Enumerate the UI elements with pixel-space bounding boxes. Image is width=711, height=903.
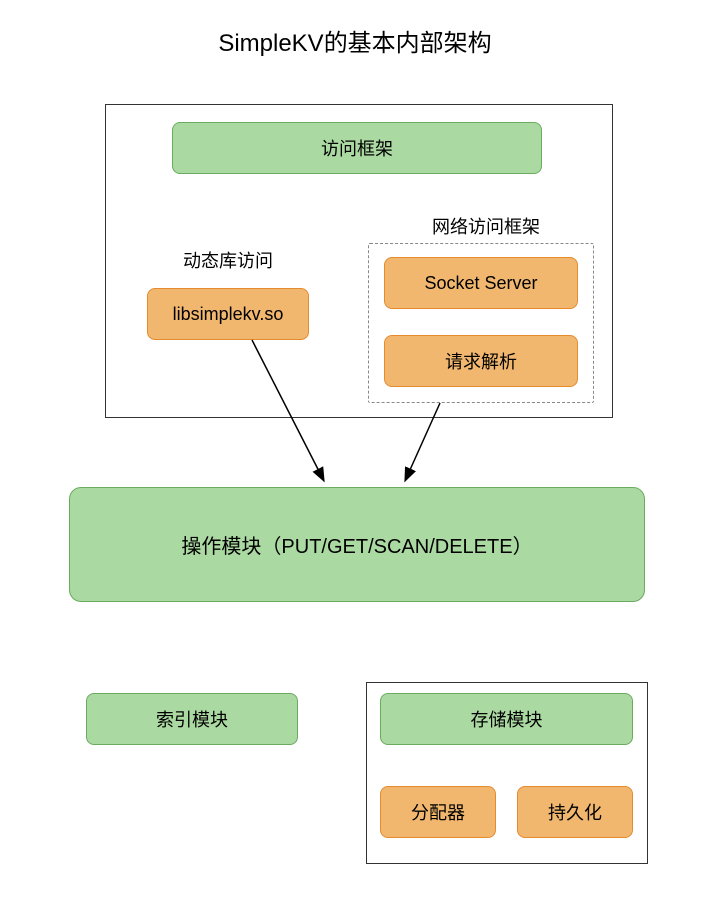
dynamic-lib-label: 动态库访问 (148, 245, 308, 275)
libsimplekv-node: libsimplekv.so (147, 288, 309, 340)
request-parse-node: 请求解析 (384, 335, 578, 387)
storage-module-node: 存储模块 (380, 693, 633, 745)
operation-module-node: 操作模块（PUT/GET/SCAN/DELETE） (69, 487, 645, 602)
network-access-label: 网络访问框架 (386, 211, 586, 241)
socket-server-node: Socket Server (384, 257, 578, 309)
access-framework-node: 访问框架 (172, 122, 542, 174)
diagram-title: SimpleKV的基本内部架构 (180, 20, 530, 60)
index-module-node: 索引模块 (86, 693, 298, 745)
allocator-node: 分配器 (380, 786, 496, 838)
persistence-node: 持久化 (517, 786, 633, 838)
